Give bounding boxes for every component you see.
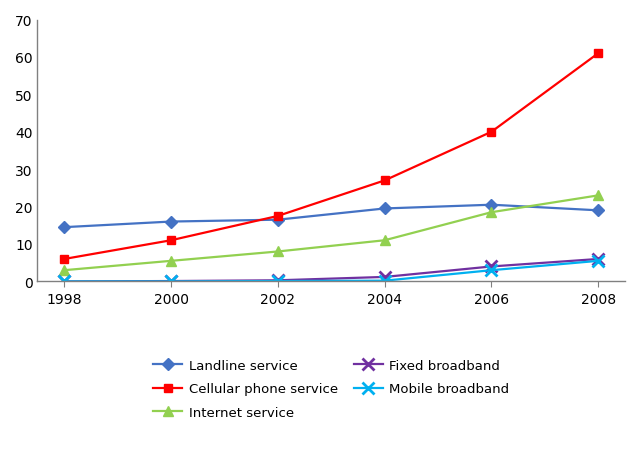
Cellular phone service	[595, 51, 602, 57]
Mobile broadband	[167, 279, 175, 285]
Mobile broadband	[595, 258, 602, 264]
Line: Fixed broadband: Fixed broadband	[59, 254, 604, 288]
Legend: Landline service, Cellular phone service, Internet service, Fixed broadband, Mob: Landline service, Cellular phone service…	[148, 354, 515, 424]
Fixed broadband	[381, 275, 388, 280]
Internet service	[60, 268, 68, 273]
Line: Mobile broadband: Mobile broadband	[59, 256, 604, 288]
Landline service	[167, 219, 175, 225]
Mobile broadband	[488, 268, 495, 273]
Landline service	[595, 208, 602, 213]
Cellular phone service	[381, 178, 388, 184]
Landline service	[488, 202, 495, 208]
Internet service	[595, 193, 602, 199]
Mobile broadband	[381, 278, 388, 284]
Cellular phone service	[274, 214, 282, 219]
Landline service	[381, 206, 388, 212]
Cellular phone service	[488, 130, 495, 135]
Internet service	[274, 249, 282, 255]
Landline service	[60, 225, 68, 231]
Internet service	[381, 238, 388, 244]
Fixed broadband	[60, 279, 68, 285]
Mobile broadband	[274, 279, 282, 284]
Fixed broadband	[167, 279, 175, 284]
Landline service	[274, 218, 282, 223]
Line: Internet service: Internet service	[60, 191, 603, 275]
Line: Landline service: Landline service	[60, 201, 602, 232]
Cellular phone service	[167, 238, 175, 244]
Fixed broadband	[488, 264, 495, 269]
Fixed broadband	[595, 257, 602, 262]
Internet service	[167, 258, 175, 264]
Internet service	[488, 210, 495, 215]
Cellular phone service	[60, 257, 68, 262]
Fixed broadband	[274, 278, 282, 283]
Mobile broadband	[60, 279, 68, 285]
Line: Cellular phone service: Cellular phone service	[60, 50, 602, 263]
